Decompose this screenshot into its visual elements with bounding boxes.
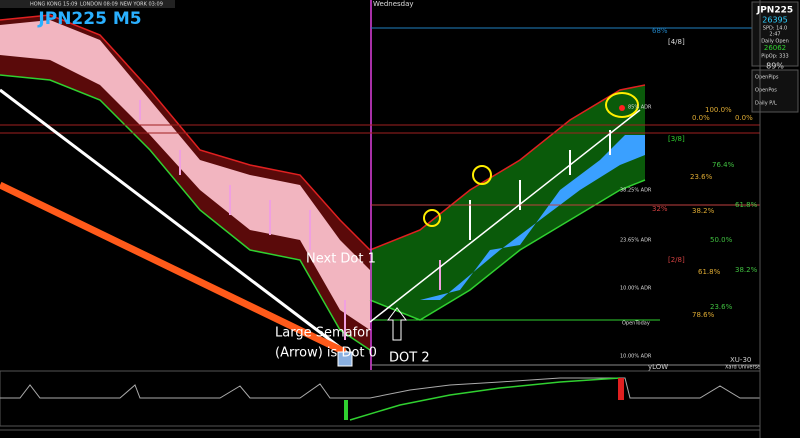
day-label: Wednesday bbox=[373, 0, 414, 8]
fib-label: 38.2% bbox=[735, 266, 758, 274]
session: HONG KONG 15:09 bbox=[30, 2, 77, 8]
adr-label: 10.00% ADR bbox=[620, 286, 652, 292]
level-label: XU-30 bbox=[730, 356, 751, 364]
session: NEW YORK 03:09 bbox=[120, 2, 163, 8]
down-band bbox=[0, 15, 370, 350]
panel-symbol: JPN225 bbox=[756, 6, 793, 16]
panel-time: 2:47 bbox=[769, 32, 780, 38]
fib-label: 78.6% bbox=[692, 311, 715, 319]
murrey-label: [3/8] bbox=[668, 135, 685, 143]
annotation: Large Semafor bbox=[275, 326, 371, 341]
lower-line bbox=[0, 74, 371, 351]
annotation: Next Dot 1 bbox=[306, 252, 376, 267]
level-label: OpenToday bbox=[622, 321, 650, 327]
murrey-label: [2/8] bbox=[668, 256, 685, 264]
panel-spread: SPD: 14.0 bbox=[763, 26, 787, 32]
panel-open-label: Daily Open bbox=[761, 39, 789, 45]
pct-label: 68% bbox=[652, 27, 668, 35]
fib-label: 61.8% bbox=[735, 201, 758, 209]
panel-row: Daily P/L bbox=[755, 101, 777, 107]
fib-label: 50.0% bbox=[710, 236, 733, 244]
level-label: Xard Universe bbox=[725, 365, 760, 371]
panel-row: OpenPos bbox=[755, 88, 777, 94]
panel-pipop: PipOp: 333 bbox=[761, 54, 788, 60]
highlight-circle bbox=[605, 92, 639, 118]
fib-label: 0.0% bbox=[692, 114, 710, 122]
level-label: yLOW bbox=[648, 363, 668, 371]
highlight-circle bbox=[472, 165, 492, 185]
fib-label: 23.6% bbox=[690, 173, 713, 181]
indicator-bar bbox=[618, 378, 624, 400]
arrow bbox=[387, 307, 407, 341]
semafor-dot bbox=[619, 105, 625, 111]
fib-label: 0.0% bbox=[735, 114, 753, 122]
fib-label: 100.0% bbox=[705, 106, 732, 114]
semafor-box bbox=[337, 351, 353, 367]
session: LONDON 08:09 bbox=[80, 2, 118, 8]
trend-line bbox=[369, 109, 641, 323]
up-band bbox=[370, 85, 645, 320]
murrey-label: [4/8] bbox=[668, 38, 685, 46]
fib-label: 61.8% bbox=[698, 268, 721, 276]
panel-open: 26062 bbox=[764, 44, 786, 52]
adr-label: 85% ADR bbox=[628, 105, 652, 111]
fib-label: 76.4% bbox=[712, 161, 735, 169]
chart-title: JPN225 M5 bbox=[37, 9, 141, 29]
annotation: (Arrow) is Dot 0 bbox=[275, 346, 377, 361]
panel-row: OpenPips bbox=[755, 75, 779, 81]
trend-line bbox=[0, 88, 351, 357]
fib-label: 23.6% bbox=[710, 303, 733, 311]
adr-label: 10.00% ADR bbox=[620, 354, 652, 360]
fib-label: 38.2% bbox=[692, 207, 715, 215]
panel-price: 26395 bbox=[762, 16, 787, 25]
adr-label: 38.25% ADR bbox=[620, 188, 652, 194]
pct-label: 32% bbox=[652, 205, 668, 213]
up-inner-band bbox=[420, 135, 645, 300]
candles bbox=[139, 100, 441, 340]
annotation: DOT 2 bbox=[389, 351, 430, 366]
panel-adr: 89% bbox=[766, 62, 784, 71]
indicator-line bbox=[349, 377, 621, 421]
indicator-bar bbox=[344, 400, 348, 420]
session-bar bbox=[0, 0, 175, 8]
indicator-line bbox=[0, 377, 760, 399]
trend-line bbox=[0, 181, 347, 356]
adr-label: 23.65% ADR bbox=[620, 238, 652, 244]
upper-line bbox=[0, 14, 371, 251]
down-inner-band bbox=[0, 20, 370, 330]
highlight-circle bbox=[423, 209, 441, 227]
upper-line bbox=[369, 84, 646, 251]
